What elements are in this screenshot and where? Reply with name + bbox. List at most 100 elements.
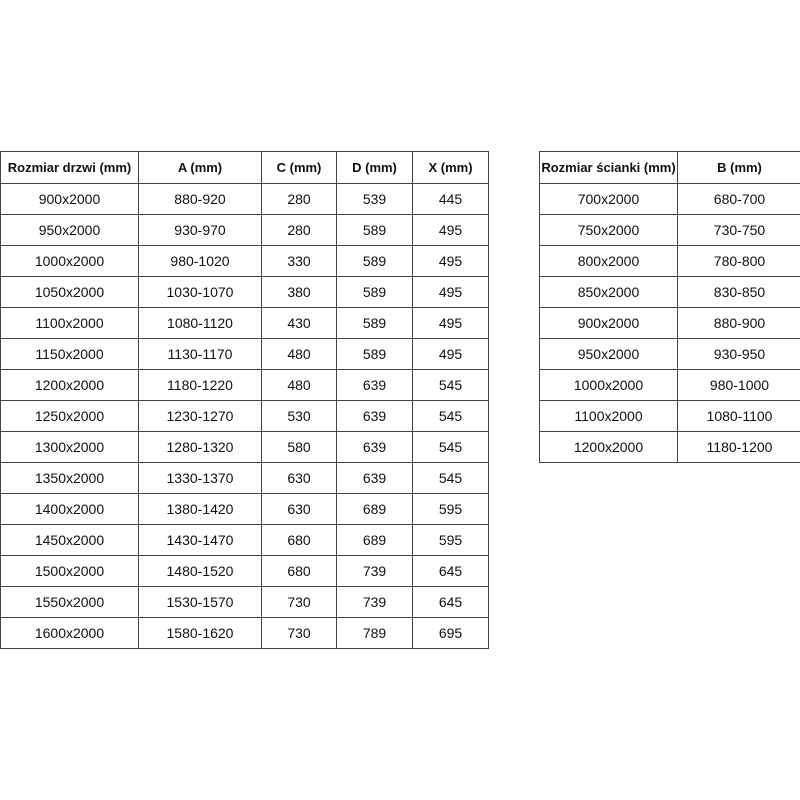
table-cell: 900x2000 xyxy=(0,183,139,215)
table-cell: 545 xyxy=(412,400,489,432)
table-cell: 1430-1470 xyxy=(138,524,262,556)
table-cell: 780-800 xyxy=(677,245,800,277)
table-cell: 850x2000 xyxy=(539,276,678,308)
table-cell: 589 xyxy=(336,245,413,277)
column-header: B (mm) xyxy=(677,151,800,184)
table-cell: 1300x2000 xyxy=(0,431,139,463)
table-row: 1100x2000 1080-1120 430 589 495 xyxy=(0,307,489,339)
table-row: 1450x2000 1430-1470 680 689 595 xyxy=(0,524,489,556)
table-row: 1000x2000 980-1000 xyxy=(539,369,800,401)
table-cell: 495 xyxy=(412,307,489,339)
table-cell: 480 xyxy=(261,369,337,401)
table-cell: 1100x2000 xyxy=(0,307,139,339)
table-cell: 1150x2000 xyxy=(0,338,139,370)
table-row: 700x2000 680-700 xyxy=(539,183,800,215)
table-cell: 280 xyxy=(261,214,337,246)
table-cell: 950x2000 xyxy=(539,338,678,370)
table-cell: 545 xyxy=(412,462,489,494)
table-cell: 1200x2000 xyxy=(0,369,139,401)
table-cell: 830-850 xyxy=(677,276,800,308)
table-cell: 1180-1220 xyxy=(138,369,262,401)
table-row: 1150x2000 1130-1170 480 589 495 xyxy=(0,338,489,370)
table-cell: 1450x2000 xyxy=(0,524,139,556)
table-cell: 630 xyxy=(261,493,337,525)
table-cell: 1480-1520 xyxy=(138,555,262,587)
table-cell: 1400x2000 xyxy=(0,493,139,525)
table-cell: 645 xyxy=(412,555,489,587)
wall-size-table: Rozmiar ścianki (mm) B (mm) 700x2000 680-7… xyxy=(539,151,800,463)
table-cell: 589 xyxy=(336,338,413,370)
table-cell: 545 xyxy=(412,369,489,401)
table-cell: 800x2000 xyxy=(539,245,678,277)
table-cell: 495 xyxy=(412,245,489,277)
header-row: Rozmiar ścianki (mm) B (mm) xyxy=(539,151,800,184)
table-row: 1200x2000 1180-1200 xyxy=(539,431,800,463)
column-header: A (mm) xyxy=(138,151,262,184)
table-cell: 689 xyxy=(336,524,413,556)
table-cell: 739 xyxy=(336,555,413,587)
table-cell: 950x2000 xyxy=(0,214,139,246)
table-cell: 1500x2000 xyxy=(0,555,139,587)
table-cell: 1250x2000 xyxy=(0,400,139,432)
table-cell: 980-1020 xyxy=(138,245,262,277)
table-cell: 730 xyxy=(261,586,337,618)
table-cell: 680 xyxy=(261,555,337,587)
table-cell: 445 xyxy=(412,183,489,215)
door-size-table: Rozmiar drzwi (mm) A (mm) C (mm) D (mm) X (m… xyxy=(0,151,489,649)
table-cell: 1330-1370 xyxy=(138,462,262,494)
table-row: 1250x2000 1230-1270 530 639 545 xyxy=(0,400,489,432)
column-header: X (mm) xyxy=(412,151,489,184)
table-cell: 595 xyxy=(412,524,489,556)
table-cell: 789 xyxy=(336,617,413,649)
table-row: 900x2000 880-920 280 539 445 xyxy=(0,183,489,215)
table-cell: 1030-1070 xyxy=(138,276,262,308)
column-header: D (mm) xyxy=(336,151,413,184)
column-header: Rozmiar drzwi (mm) xyxy=(0,151,139,184)
table-cell: 730 xyxy=(261,617,337,649)
table-cell: 1200x2000 xyxy=(539,431,678,463)
table-row: 1300x2000 1280-1320 580 639 545 xyxy=(0,431,489,463)
table-cell: 530 xyxy=(261,400,337,432)
table-row: 950x2000 930-970 280 589 495 xyxy=(0,214,489,246)
table-row: 1350x2000 1330-1370 630 639 545 xyxy=(0,462,489,494)
table-cell: 589 xyxy=(336,276,413,308)
column-header: Rozmiar ścianki (mm) xyxy=(539,151,678,184)
table-cell: 700x2000 xyxy=(539,183,678,215)
table-cell: 1230-1270 xyxy=(138,400,262,432)
table-cell: 639 xyxy=(336,369,413,401)
table-cell: 1350x2000 xyxy=(0,462,139,494)
table-cell: 880-920 xyxy=(138,183,262,215)
table-cell: 1380-1420 xyxy=(138,493,262,525)
table-cell: 480 xyxy=(261,338,337,370)
table-cell: 1050x2000 xyxy=(0,276,139,308)
table-cell: 1580-1620 xyxy=(138,617,262,649)
table-cell: 639 xyxy=(336,462,413,494)
table-cell: 380 xyxy=(261,276,337,308)
table-row: 1500x2000 1480-1520 680 739 645 xyxy=(0,555,489,587)
table-cell: 900x2000 xyxy=(539,307,678,339)
column-header: C (mm) xyxy=(261,151,337,184)
table-cell: 695 xyxy=(412,617,489,649)
table-cell: 580 xyxy=(261,431,337,463)
table-cell: 1280-1320 xyxy=(138,431,262,463)
table-cell: 639 xyxy=(336,431,413,463)
table-cell: 730-750 xyxy=(677,214,800,246)
header-row: Rozmiar drzwi (mm) A (mm) C (mm) D (mm) X (m… xyxy=(0,151,489,184)
table-cell: 689 xyxy=(336,493,413,525)
table-cell: 280 xyxy=(261,183,337,215)
table-cell: 645 xyxy=(412,586,489,618)
table-row: 950x2000 930-950 xyxy=(539,338,800,370)
table-cell: 880-900 xyxy=(677,307,800,339)
table-cell: 1530-1570 xyxy=(138,586,262,618)
table-row: 1000x2000 980-1020 330 589 495 xyxy=(0,245,489,277)
table-cell: 739 xyxy=(336,586,413,618)
table-cell: 1000x2000 xyxy=(539,369,678,401)
table-cell: 1550x2000 xyxy=(0,586,139,618)
table-cell: 589 xyxy=(336,214,413,246)
table-cell: 589 xyxy=(336,307,413,339)
table-cell: 1600x2000 xyxy=(0,617,139,649)
table-cell: 1100x2000 xyxy=(539,400,678,432)
table-cell: 639 xyxy=(336,400,413,432)
table-cell: 930-970 xyxy=(138,214,262,246)
table-row: 1550x2000 1530-1570 730 739 645 xyxy=(0,586,489,618)
